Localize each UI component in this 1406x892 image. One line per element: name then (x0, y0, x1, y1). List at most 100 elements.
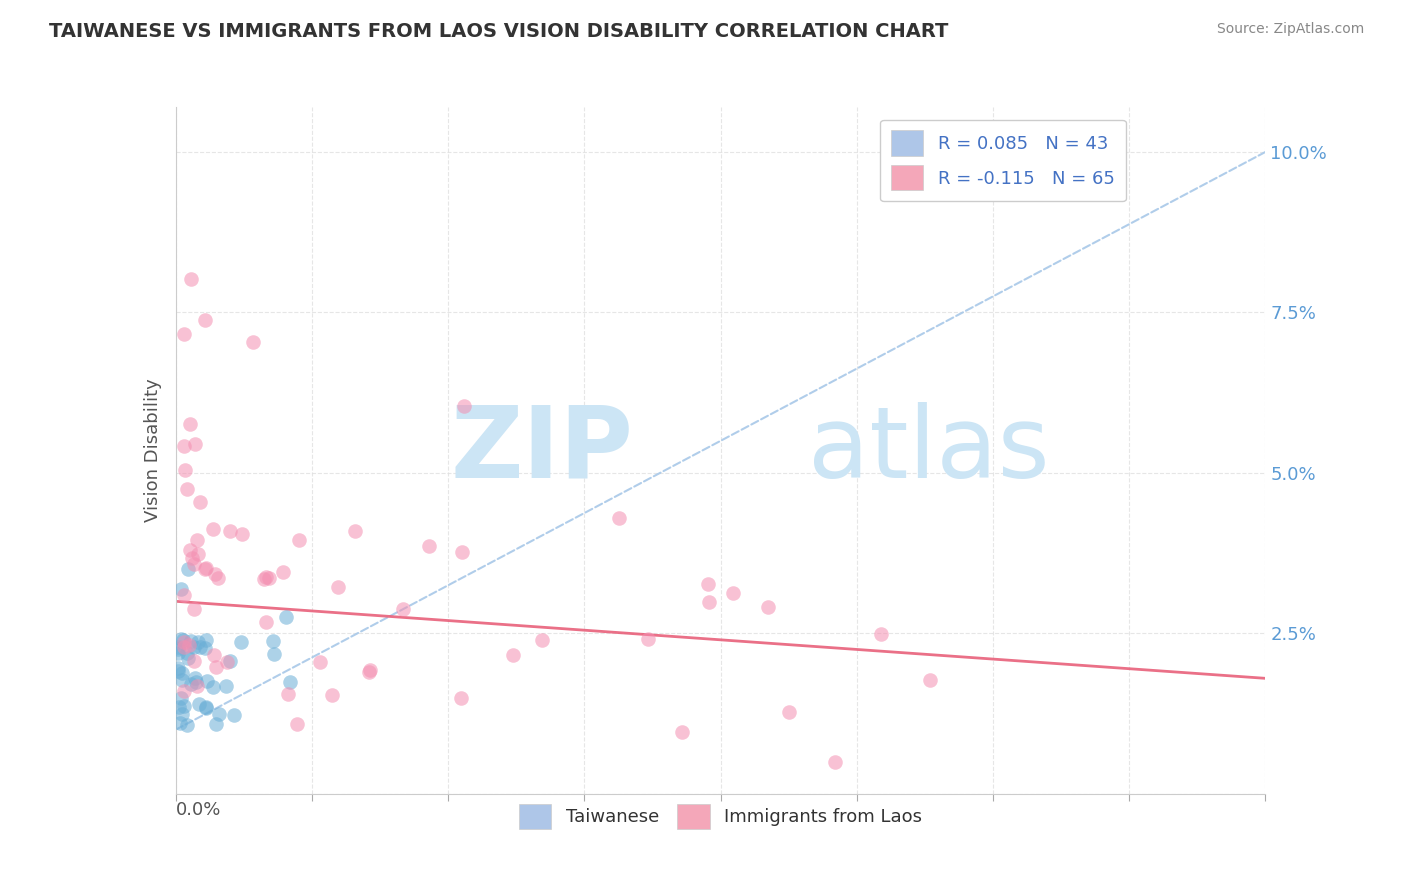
Point (172, 706, 194, 721)
Point (671, 725, 693, 739)
Point (451, 545, 474, 559)
Point (180, 677, 202, 691)
Point (219, 524, 242, 538)
Point (231, 635, 253, 649)
Text: atlas: atlas (807, 402, 1049, 499)
Point (173, 588, 195, 602)
Point (204, 567, 226, 582)
Point (172, 666, 194, 681)
Point (218, 654, 240, 668)
Point (697, 576, 720, 591)
Point (208, 706, 231, 721)
Point (173, 327, 195, 342)
Point (824, 755, 846, 769)
Point (193, 313, 215, 327)
Point (870, 626, 893, 640)
Point (169, 716, 191, 731)
Point (607, 511, 630, 525)
Point (309, 656, 332, 670)
Point (188, 698, 211, 712)
Point (262, 634, 284, 648)
Point (194, 632, 217, 647)
Point (195, 674, 218, 689)
Point (183, 557, 205, 571)
Point (205, 717, 228, 731)
Point (167, 646, 190, 660)
Text: ZIP: ZIP (450, 402, 633, 499)
Point (207, 571, 229, 585)
Point (254, 570, 277, 584)
Point (186, 533, 208, 547)
Point (179, 638, 201, 652)
Point (173, 640, 195, 655)
Point (183, 654, 205, 668)
Point (180, 634, 202, 648)
Point (202, 648, 225, 662)
Point (321, 688, 343, 702)
Point (167, 661, 190, 675)
Point (204, 660, 226, 674)
Point (391, 602, 413, 616)
Point (343, 524, 366, 538)
Point (326, 580, 349, 594)
Point (195, 701, 218, 715)
Point (184, 674, 207, 689)
Point (173, 438, 195, 452)
Point (167, 700, 190, 714)
Point (418, 540, 440, 554)
Point (169, 690, 191, 705)
Point (176, 482, 198, 496)
Point (253, 572, 276, 586)
Point (180, 271, 202, 285)
Point (170, 582, 193, 596)
Point (202, 522, 225, 536)
Point (756, 600, 779, 615)
Point (502, 648, 524, 662)
Point (215, 679, 238, 693)
Point (274, 610, 297, 624)
Point (183, 602, 205, 616)
Point (173, 684, 195, 698)
Point (172, 632, 194, 647)
Point (170, 632, 193, 647)
Point (167, 642, 190, 657)
Point (194, 562, 217, 576)
Point (224, 707, 246, 722)
Point (179, 417, 201, 431)
Point (176, 718, 198, 732)
Point (721, 586, 744, 600)
Text: 0.0%: 0.0% (176, 801, 221, 819)
Point (257, 571, 280, 585)
Point (288, 533, 311, 547)
Point (167, 664, 190, 678)
Point (202, 680, 225, 694)
Point (179, 542, 201, 557)
Point (190, 494, 212, 508)
Point (276, 687, 298, 701)
Point (450, 690, 472, 705)
Point (184, 437, 207, 451)
Point (263, 647, 285, 661)
Point (254, 615, 277, 629)
Point (167, 640, 190, 654)
Point (271, 565, 294, 579)
Point (215, 655, 238, 669)
Point (359, 663, 381, 677)
Point (453, 399, 475, 413)
Point (285, 716, 308, 731)
Point (357, 665, 380, 679)
Text: Source: ZipAtlas.com: Source: ZipAtlas.com (1216, 22, 1364, 37)
Point (183, 671, 205, 685)
Point (918, 673, 941, 687)
Point (176, 646, 198, 660)
Point (173, 698, 195, 713)
Point (180, 551, 202, 566)
Point (195, 561, 218, 575)
Point (637, 632, 659, 646)
Point (186, 679, 208, 693)
Legend: Taiwanese, Immigrants from Laos: Taiwanese, Immigrants from Laos (512, 797, 929, 837)
Point (697, 595, 720, 609)
Point (778, 706, 800, 720)
Point (174, 463, 197, 477)
Text: TAIWANESE VS IMMIGRANTS FROM LAOS VISION DISABILITY CORRELATION CHART: TAIWANESE VS IMMIGRANTS FROM LAOS VISION… (49, 22, 949, 41)
